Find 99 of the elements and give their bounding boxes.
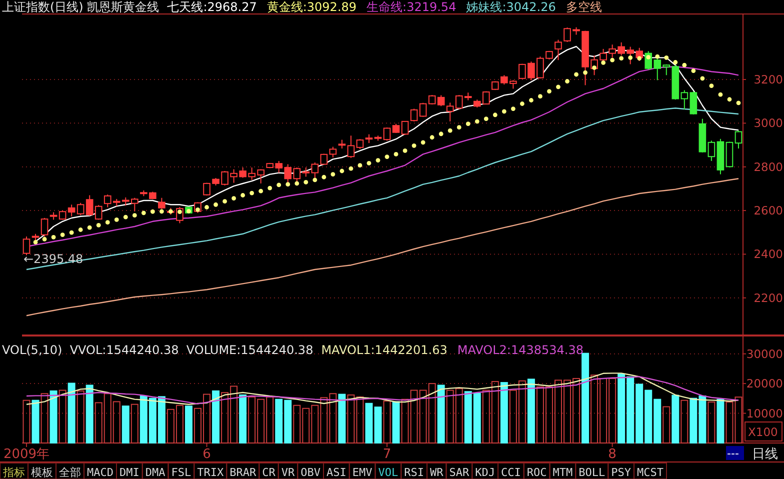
text: 黄金线:3092.89 — [266, 0, 357, 14]
y-tick-label: 10000 — [746, 406, 783, 420]
bar — [716, 398, 724, 444]
text: DMI — [120, 466, 140, 479]
text: VOL(5,10) VVOL:1544240.38 VOLUME:1544240.38 — [2, 343, 314, 357]
bar — [672, 394, 680, 444]
text: X100 — [748, 425, 778, 439]
x-tick-label: 2009年 — [3, 447, 50, 462]
candlestick — [680, 90, 688, 110]
bar — [68, 382, 76, 444]
candlestick — [329, 146, 337, 158]
text: 姊妹线:3042.26 — [466, 0, 556, 14]
bar — [383, 400, 391, 444]
text: RSI — [404, 466, 424, 479]
text: SAR — [449, 466, 470, 479]
y-tick-label: 3200 — [754, 72, 783, 87]
y-tick-label: 20000 — [746, 376, 783, 391]
bar — [680, 400, 688, 444]
text: ASI — [326, 466, 346, 479]
y-tick-label: 2200 — [754, 290, 783, 305]
bar — [184, 406, 192, 444]
candlestick — [94, 204, 102, 220]
text: 多空线 — [566, 0, 602, 14]
bar — [708, 402, 716, 444]
bar — [392, 401, 400, 444]
bar — [212, 390, 220, 444]
bar — [22, 400, 30, 444]
bar — [338, 394, 346, 444]
text: MAVOL1:1442201.63 — [321, 343, 448, 357]
candlestick — [347, 135, 355, 158]
bar — [500, 382, 508, 444]
bar — [122, 406, 130, 444]
candlestick — [428, 94, 436, 105]
y-tick-label: 2800 — [754, 160, 783, 174]
text: VOL — [378, 466, 398, 479]
text: 七天线:2968.27 — [167, 0, 257, 14]
candlestick — [86, 194, 94, 216]
text: CCI — [501, 466, 521, 479]
candlestick — [158, 197, 166, 210]
text: 模板 — [31, 466, 53, 479]
bar — [239, 394, 247, 444]
text: CR — [262, 466, 276, 479]
text: VR — [281, 466, 295, 479]
chart-title: 上证指数(日线) 凯恩斯黄金线 — [2, 0, 160, 14]
bar — [58, 390, 66, 444]
bar — [527, 378, 535, 444]
text: ROC — [526, 466, 547, 479]
text: DMA — [145, 466, 166, 479]
y-tick-label: 2400 — [754, 247, 783, 262]
bar — [50, 390, 58, 444]
candlestick — [437, 94, 445, 107]
bar — [86, 384, 94, 444]
text: EMV — [352, 466, 373, 479]
text: --- — [727, 447, 739, 460]
line-series — [26, 108, 740, 270]
bar — [437, 384, 445, 444]
text: KDJ — [475, 466, 495, 479]
x-tick-label: 6 — [202, 447, 211, 462]
line-series — [26, 178, 740, 316]
y-tick-label: 3000 — [754, 116, 783, 130]
bar — [32, 400, 40, 444]
text: 生命线:3219.54 — [366, 0, 456, 14]
text: WR — [430, 466, 444, 479]
text: 日线 — [752, 447, 778, 462]
candlestick — [554, 39, 562, 61]
text: PSY — [611, 466, 632, 479]
x-tick-label: 8 — [608, 447, 616, 462]
candlestick — [690, 91, 698, 115]
text: MACD — [87, 466, 114, 479]
text: 全部 — [59, 466, 81, 479]
candlestick — [734, 130, 742, 150]
candlestick — [708, 140, 716, 162]
candlestick — [410, 108, 418, 122]
text: BOLL — [578, 466, 606, 479]
text: MAVOL2:1438534.38 — [457, 343, 584, 357]
text: MTM — [552, 466, 573, 479]
bar — [662, 406, 670, 444]
candlestick — [419, 102, 427, 118]
candlestick — [401, 120, 409, 136]
bar — [130, 404, 138, 444]
text: BRAR — [230, 466, 256, 479]
bar — [582, 352, 590, 444]
text: MCST — [637, 466, 664, 479]
bar — [40, 393, 48, 444]
candlestick — [383, 127, 391, 142]
text: TRIX — [197, 466, 224, 479]
x-tick-label: 7 — [382, 447, 392, 462]
text: OBV — [300, 466, 321, 479]
bar — [76, 390, 84, 444]
candlestick — [68, 204, 76, 217]
text: FSL — [171, 466, 192, 479]
y-tick-label: 30000 — [746, 346, 783, 361]
candlestick — [356, 138, 364, 150]
y-tick-label: 2600 — [754, 204, 783, 218]
candlestick — [22, 236, 30, 256]
candlestick — [76, 202, 84, 216]
candlestick — [446, 102, 454, 122]
annotation: ←2395.48 — [24, 252, 84, 266]
text: 指标 — [2, 466, 25, 479]
